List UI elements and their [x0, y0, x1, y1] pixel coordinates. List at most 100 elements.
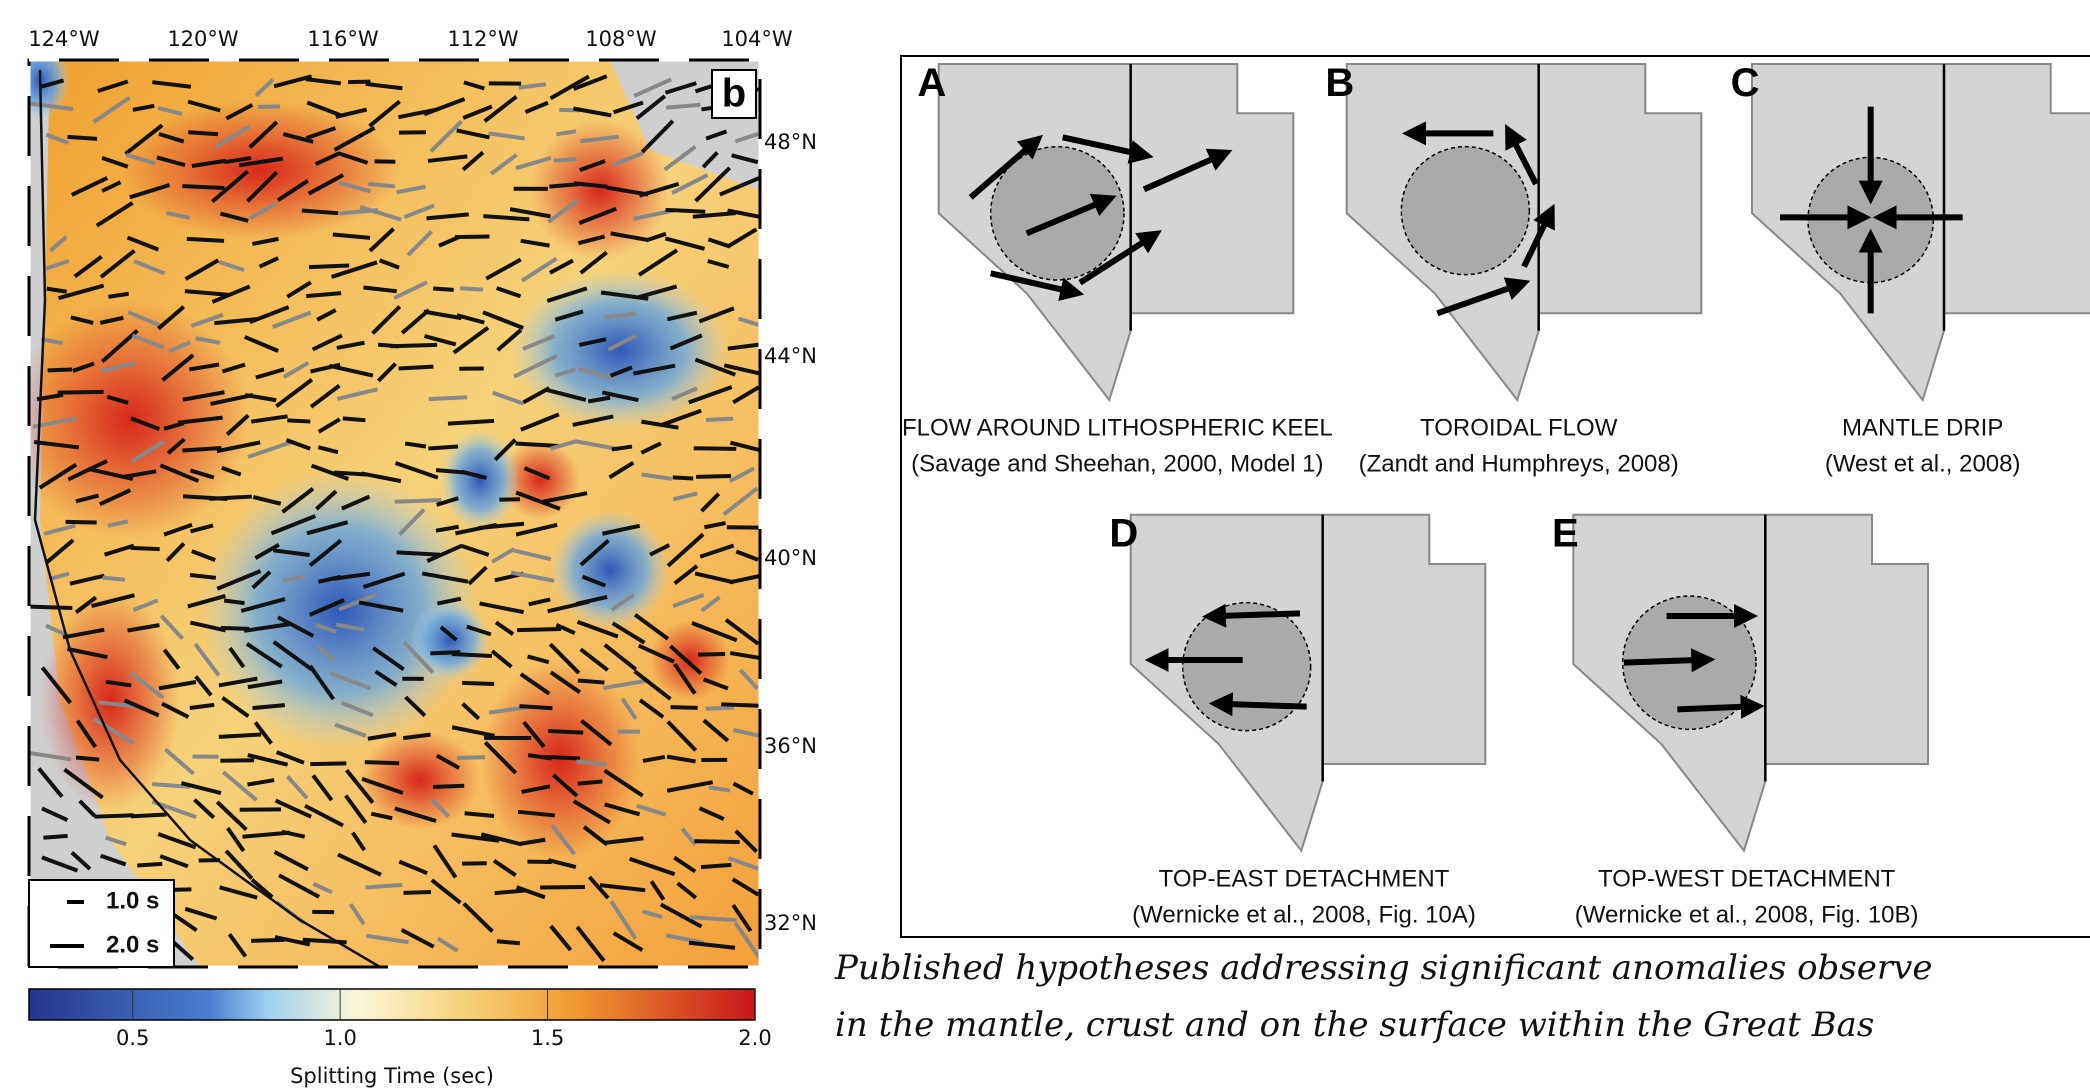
splitting-bar: [579, 250, 608, 275]
splitting-bar: [719, 175, 760, 197]
splitting-bar: [193, 642, 221, 677]
splitting-bar: [551, 773, 579, 798]
splitting-bar: [704, 521, 726, 530]
splitting-bar: [105, 679, 132, 688]
splitting-bar: [221, 696, 250, 718]
splitting-bar: [43, 523, 76, 536]
splitting-bar: [70, 176, 109, 197]
splitting-bar: [519, 672, 551, 696]
splitting-bar: [550, 824, 576, 856]
splitting-bar: [127, 623, 160, 633]
splitting-bar: [123, 469, 157, 479]
splitting-bar: [368, 181, 396, 189]
splitting-bar: [157, 305, 186, 331]
splitting-bar: [366, 933, 409, 945]
colorbar-tick-label: 0.5: [116, 1026, 149, 1050]
splitting-bar: [548, 729, 584, 735]
splitting-bar: [194, 675, 213, 697]
splitting-bar: [671, 386, 698, 401]
splitting-bar: [273, 74, 313, 89]
splitting-bar: [581, 574, 607, 588]
map-blue-zone: [510, 270, 730, 430]
panel-letter: C: [1731, 61, 1760, 105]
splitting-bar: [649, 543, 671, 557]
splitting-bar: [40, 666, 73, 705]
splitting-bar: [394, 461, 439, 480]
splitting-bar: [75, 719, 98, 749]
splitting-bar: [665, 207, 706, 214]
splitting-bar: [732, 781, 754, 796]
splitting-bar: [663, 145, 697, 172]
splitting-bar: [163, 522, 193, 537]
splitting-bar: [553, 157, 577, 163]
legend-box: [28, 879, 175, 968]
splitting-bar: [49, 571, 70, 581]
flow-arrow: [1025, 193, 1117, 237]
splitting-bar: [689, 915, 737, 923]
splitting-bar: [520, 837, 546, 846]
splitting-bar: [285, 438, 311, 451]
splitting-bar: [101, 180, 122, 193]
splitting-bar: [334, 722, 367, 738]
flow-arrow: [968, 134, 1043, 200]
splitting-bar: [315, 489, 338, 511]
splitting-bar: [734, 829, 758, 853]
splitting-bar: [341, 494, 371, 511]
splitting-bar: [492, 859, 517, 877]
splitting-bar: [700, 595, 721, 613]
splitting-bar: [404, 441, 427, 449]
splitting-bar: [462, 680, 495, 686]
splitting-bar: [364, 760, 400, 766]
panel-citation: (Savage and Sheehan, 2000, Model 1): [911, 451, 1323, 478]
splitting-bar: [670, 705, 698, 710]
splitting-bar: [520, 256, 558, 283]
splitting-bar: [189, 702, 215, 711]
splitting-bar: [573, 106, 612, 118]
splitting-bar: [62, 627, 105, 640]
splitting-bar: [251, 236, 279, 246]
splitting-bar: [580, 134, 620, 144]
splitting-bar: [335, 107, 368, 119]
splitting-bar: [251, 937, 285, 943]
splitting-bar: [478, 521, 525, 530]
splitting-bar: [107, 519, 129, 528]
splitting-bar: [430, 878, 462, 905]
splitting-bar: [456, 755, 486, 760]
splitting-bar: [131, 333, 165, 350]
splitting-bar: [575, 439, 619, 452]
panel-citation: (Wernicke et al., 2008, Fig. 10B): [1575, 901, 1919, 928]
splitting-bar: [403, 889, 432, 895]
splitting-bar: [494, 620, 515, 636]
splitting-bar: [78, 799, 97, 818]
latitude-label: 48°N: [764, 130, 817, 154]
longitude-label: 124°W: [28, 27, 100, 51]
splitting-bar: [520, 238, 550, 248]
splitting-bar: [702, 677, 729, 691]
splitting-bar: [38, 462, 78, 490]
splitting-bar: [29, 604, 73, 610]
splitting-bar: [516, 627, 562, 633]
splitting-bar: [63, 767, 104, 800]
splitting-bar: [358, 600, 404, 613]
splitting-bar: [699, 543, 735, 559]
splitting-bar: [100, 853, 127, 867]
splitting-bar: [184, 258, 220, 281]
splitting-bar: [286, 775, 309, 800]
splitting-bar: [302, 937, 347, 945]
splitting-bar: [161, 353, 195, 382]
splitting-bar: [124, 123, 164, 156]
splitting-bar: [348, 902, 366, 926]
flow-arrow: [1142, 148, 1233, 193]
splitting-bar: [483, 740, 518, 775]
splitting-bar: [432, 844, 458, 879]
splitting-bar: [45, 259, 70, 271]
splitting-bar: [601, 390, 639, 403]
splitting-bar: [97, 79, 129, 93]
splitting-bar: [680, 827, 697, 846]
splitting-bar: [132, 103, 155, 112]
panel-title: TOROIDAL FLOW: [1420, 415, 1618, 442]
splitting-bar: [426, 212, 469, 221]
splitting-bar: [575, 594, 608, 606]
splitting-bar: [451, 725, 495, 738]
splitting-bar: [310, 463, 350, 481]
